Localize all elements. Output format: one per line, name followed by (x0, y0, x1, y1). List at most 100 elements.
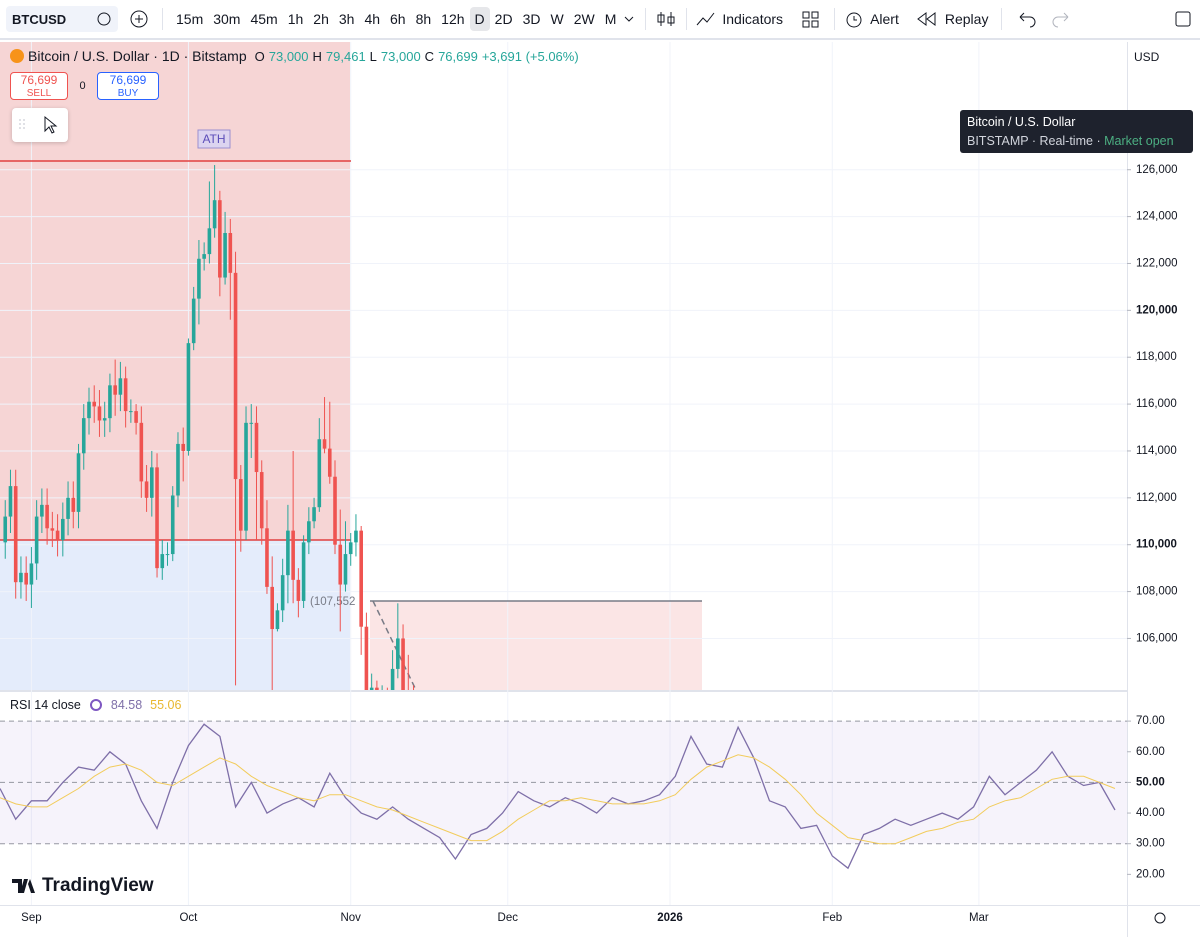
pane-border (0, 690, 1127, 692)
interval-menu[interactable] (621, 11, 637, 27)
interval-button[interactable]: D (469, 7, 490, 31)
interval-button[interactable]: 2W (573, 11, 595, 27)
templates[interactable] (796, 9, 826, 29)
candle-body (71, 497, 76, 512)
candle-body (228, 233, 233, 273)
buy-label: BUY (117, 88, 139, 99)
rsi-ma-value: 55.06 (150, 698, 182, 712)
candle-body (34, 516, 39, 564)
candle-body (296, 579, 301, 601)
candle-body (348, 542, 353, 555)
interval-button[interactable]: W (550, 11, 564, 27)
separator (645, 8, 647, 30)
indicators-button[interactable]: Indicators (722, 11, 784, 27)
redo[interactable] (1044, 9, 1078, 29)
interval-button[interactable]: 4h (364, 11, 381, 27)
x-tick-label: Feb (822, 912, 842, 924)
replay-icon (917, 12, 936, 26)
y-tick-label: 70.00 (1136, 715, 1165, 727)
cursor-tool[interactable] (12, 108, 68, 142)
candle-body (191, 298, 196, 344)
rsi-line (0, 754, 1116, 845)
symbol: BTCUSD (12, 11, 67, 27)
candle-body (92, 401, 97, 407)
candle-body (307, 521, 311, 543)
compare-button[interactable] (124, 9, 154, 29)
btc-icon (10, 49, 24, 63)
ath-label: ATH (202, 132, 225, 146)
candle-body (369, 687, 374, 690)
candle-body (160, 554, 165, 569)
symbol-icon (97, 12, 111, 26)
y-tick-label: 124,000 (1136, 211, 1178, 223)
separator (1001, 8, 1003, 30)
tooltip: Bitcoin / U.S. Dollar BITSTAMP · Real-ti… (960, 110, 1193, 153)
interval-button[interactable]: 30m (213, 11, 241, 27)
alert-button[interactable]: Alert (870, 11, 899, 27)
interval-button[interactable]: 45m (250, 11, 278, 27)
intervals: 15m 30m 45m 1h 2h 3h 4h 6h 8h 12h D 2D 3D W 2W M (171, 7, 621, 31)
symbol-search[interactable]: BTCUSD (6, 6, 118, 32)
undo[interactable] (1010, 9, 1044, 29)
candle-body (87, 401, 91, 419)
sell-button[interactable]: 76,699 SELL (10, 72, 68, 100)
candle-body (218, 200, 222, 278)
layout[interactable] (1170, 9, 1200, 29)
y-tick-label: 112,000 (1136, 492, 1177, 504)
settings-icon[interactable] (1154, 912, 1166, 924)
interval-button[interactable]: M (604, 11, 617, 27)
candle-body (317, 439, 322, 508)
buy-button[interactable]: 76,699 BUY (97, 72, 159, 100)
chart-type[interactable] (654, 9, 678, 29)
currency[interactable]: USD (1134, 50, 1160, 64)
interval-button[interactable]: 8h (415, 11, 432, 27)
tooltip-title: Bitcoin / U.S. Dollar (967, 115, 1076, 129)
rsi-value: 84.58 (110, 698, 143, 712)
interval-button[interactable]: 6h (390, 11, 406, 27)
candle-body (343, 554, 348, 585)
rsi-legend: RSI 14 close 84.58 55.06 (10, 698, 181, 712)
rsi-line (0, 723, 1116, 870)
brand-logo (12, 879, 35, 893)
interval-button[interactable]: 2D (494, 11, 513, 27)
axis-border (1127, 42, 1128, 937)
candle-body (113, 385, 117, 395)
candle-body (197, 258, 201, 299)
candle-body (8, 486, 13, 517)
candle-body (19, 572, 23, 583)
c-label: C (424, 48, 435, 64)
change: +3,691 (+5.06%) (481, 48, 579, 64)
candle-body (270, 586, 274, 630)
candle-body (396, 638, 400, 669)
separator (834, 8, 836, 30)
interval-button[interactable]: 12h (441, 11, 465, 27)
interval-button[interactable]: 3h (338, 11, 355, 27)
rsi-title: RSI 14 close (10, 698, 81, 712)
tool-box (12, 108, 68, 142)
candle-body (170, 495, 175, 555)
candle-body (102, 418, 107, 421)
replay-button[interactable]: Replay (944, 11, 989, 27)
legend-title: Bitcoin / U.S. Dollar · 1D · Bitstamp (28, 48, 247, 64)
candle-body (45, 504, 49, 529)
tooltip-feed: Real-time (1039, 134, 1093, 148)
sell-label: SELL (26, 88, 52, 99)
candle-body (280, 575, 285, 611)
interval-button[interactable]: 15m (176, 11, 204, 27)
rsi-icon (89, 699, 102, 711)
o-label: O (254, 48, 265, 64)
y-tick-label: 118,000 (1136, 351, 1177, 363)
path-line (372, 600, 417, 691)
alert-icon (846, 12, 862, 28)
candle-body (301, 542, 306, 601)
candle-body (259, 472, 264, 529)
interval-button[interactable]: 1h (287, 11, 304, 27)
interval-button[interactable]: 2h (313, 11, 329, 27)
candle-body (29, 563, 34, 585)
interval-button[interactable]: 3D (522, 11, 541, 27)
candle-body (207, 228, 212, 255)
brand: TradingView (42, 875, 154, 896)
